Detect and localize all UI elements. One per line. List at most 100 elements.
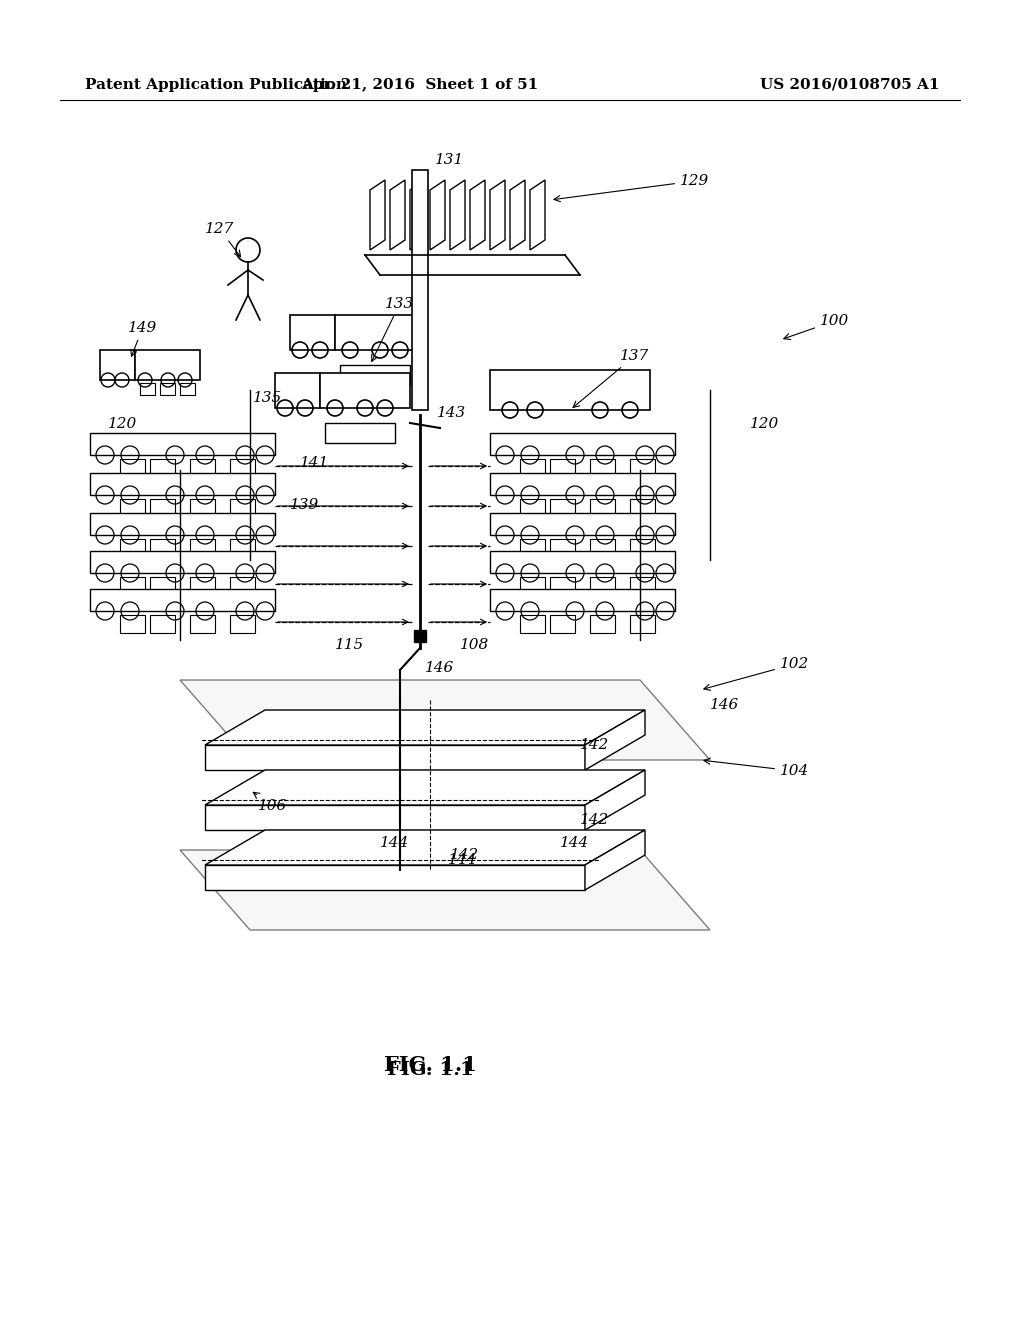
Bar <box>520 577 545 595</box>
Bar <box>150 615 175 634</box>
Bar <box>414 630 426 642</box>
Bar <box>190 459 215 477</box>
Bar <box>150 459 175 477</box>
Polygon shape <box>370 180 385 249</box>
Bar <box>490 589 675 611</box>
Bar <box>520 539 545 557</box>
Text: 142: 142 <box>450 847 479 862</box>
Polygon shape <box>205 710 645 744</box>
Bar <box>135 350 200 380</box>
Polygon shape <box>410 180 425 249</box>
Text: 102: 102 <box>703 657 809 690</box>
Bar <box>412 170 428 411</box>
Text: FIG. 1.1: FIG. 1.1 <box>387 1061 473 1078</box>
Text: 146: 146 <box>710 698 739 711</box>
Bar <box>550 499 575 517</box>
Text: 139: 139 <box>290 498 319 512</box>
Bar <box>120 459 145 477</box>
Bar <box>90 550 275 573</box>
Text: 144: 144 <box>560 836 589 850</box>
Text: 129: 129 <box>554 174 710 202</box>
Text: 137: 137 <box>573 348 649 408</box>
Bar <box>490 433 675 455</box>
Bar <box>590 539 615 557</box>
Bar <box>550 615 575 634</box>
Polygon shape <box>585 770 645 830</box>
Text: 142: 142 <box>580 813 609 828</box>
Text: 120: 120 <box>750 417 779 432</box>
Bar <box>630 539 655 557</box>
Bar <box>590 615 615 634</box>
Bar <box>230 577 255 595</box>
Text: 133: 133 <box>372 297 415 362</box>
Bar <box>630 577 655 595</box>
Bar <box>520 499 545 517</box>
Bar <box>275 374 319 408</box>
Text: 143: 143 <box>437 407 466 420</box>
Bar <box>490 513 675 535</box>
Text: 144: 144 <box>449 853 477 867</box>
Text: 141: 141 <box>300 455 330 470</box>
Text: 149: 149 <box>128 321 158 356</box>
Polygon shape <box>205 770 645 805</box>
Bar <box>319 374 410 408</box>
Bar <box>230 459 255 477</box>
Bar <box>120 539 145 557</box>
Polygon shape <box>585 710 645 770</box>
Polygon shape <box>510 180 525 249</box>
Bar <box>90 513 275 535</box>
Bar <box>140 383 155 395</box>
Polygon shape <box>205 830 645 865</box>
Text: 142: 142 <box>580 738 609 752</box>
Polygon shape <box>585 830 645 890</box>
Bar <box>590 499 615 517</box>
Text: 144: 144 <box>380 836 410 850</box>
Polygon shape <box>530 180 545 249</box>
Bar <box>90 473 275 495</box>
Bar <box>160 383 175 395</box>
Text: 135: 135 <box>253 391 283 405</box>
Polygon shape <box>430 180 445 249</box>
Bar <box>230 615 255 634</box>
Bar <box>335 315 425 350</box>
Bar <box>520 615 545 634</box>
Bar <box>230 499 255 517</box>
Polygon shape <box>450 180 465 249</box>
Text: 106: 106 <box>253 792 288 813</box>
Polygon shape <box>180 680 710 760</box>
Bar <box>630 459 655 477</box>
Text: 108: 108 <box>460 638 489 652</box>
Bar <box>190 499 215 517</box>
Text: US 2016/0108705 A1: US 2016/0108705 A1 <box>760 78 940 92</box>
Bar <box>340 366 410 385</box>
Bar <box>120 499 145 517</box>
Bar <box>550 539 575 557</box>
Text: 120: 120 <box>108 417 137 432</box>
Bar <box>550 459 575 477</box>
Bar <box>590 459 615 477</box>
Bar <box>190 539 215 557</box>
Bar <box>490 473 675 495</box>
Bar <box>630 615 655 634</box>
Bar <box>190 577 215 595</box>
Bar <box>520 459 545 477</box>
Bar <box>90 589 275 611</box>
Bar <box>120 577 145 595</box>
Text: 100: 100 <box>783 314 849 339</box>
Text: 131: 131 <box>435 153 465 168</box>
Bar <box>590 577 615 595</box>
Polygon shape <box>205 744 585 770</box>
Bar <box>490 370 650 411</box>
Bar <box>325 422 395 444</box>
Polygon shape <box>205 865 585 890</box>
Bar <box>290 315 335 350</box>
Text: Patent Application Publication: Patent Application Publication <box>85 78 347 92</box>
Bar <box>150 499 175 517</box>
Text: Apr. 21, 2016  Sheet 1 of 51: Apr. 21, 2016 Sheet 1 of 51 <box>301 78 539 92</box>
Text: 146: 146 <box>425 661 455 675</box>
Bar <box>190 615 215 634</box>
Bar <box>490 550 675 573</box>
Bar <box>230 539 255 557</box>
Polygon shape <box>390 180 406 249</box>
Polygon shape <box>470 180 485 249</box>
